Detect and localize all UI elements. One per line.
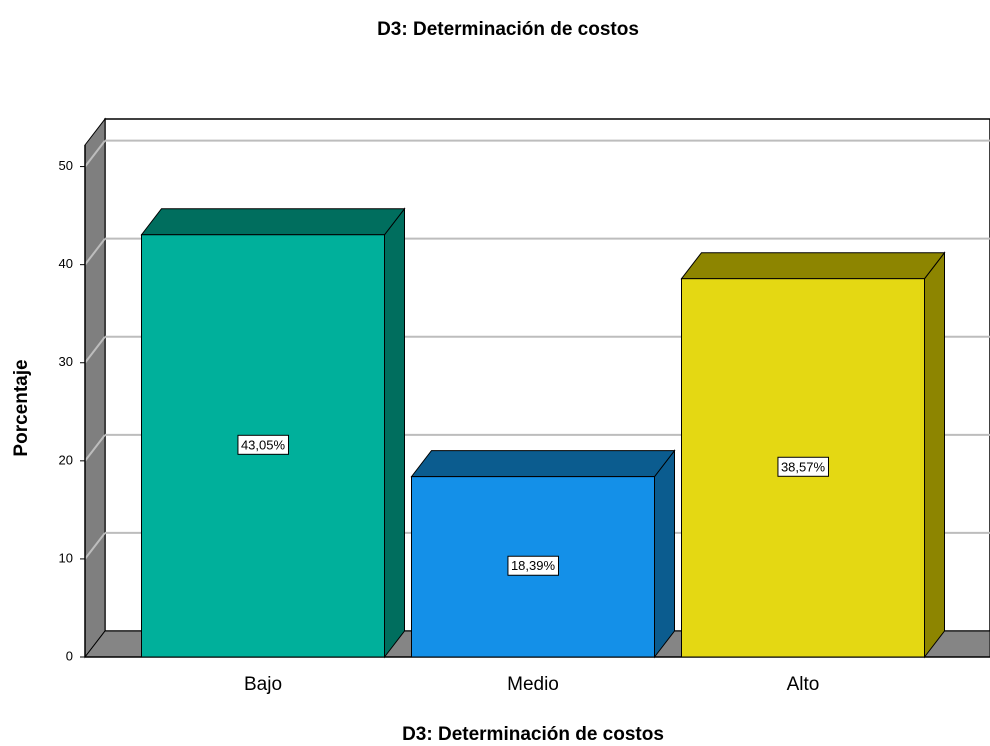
x-tick-label: Alto (787, 674, 820, 695)
bar-top (680, 252, 946, 280)
value-label: 43,05% (241, 437, 286, 452)
value-label-box (237, 434, 289, 455)
x-axis-label: D3: Determinación de costos (402, 724, 664, 745)
grid-line (84, 139, 106, 168)
bar-side (654, 449, 675, 659)
value-label: 38,57% (781, 459, 826, 474)
bar-side (384, 207, 405, 659)
y-tick-label: 20 (59, 452, 73, 467)
y-axis-label: Porcentaje (11, 359, 32, 456)
y-tick-label: 40 (59, 256, 73, 271)
value-label-box (777, 456, 829, 477)
x-tick-label: Medio (507, 674, 559, 695)
grid-line (84, 532, 106, 560)
grid-line (84, 336, 106, 364)
bar-top (410, 450, 676, 478)
y-tick-label: 50 (59, 158, 73, 173)
grid-line (84, 238, 106, 266)
left-wall (84, 117, 106, 659)
value-label-box (507, 555, 559, 576)
chart-title: D3: Determinación de costos (377, 19, 639, 40)
y-tick-label: 0 (66, 648, 73, 663)
grid-line (84, 434, 106, 462)
value-label: 18,39% (511, 558, 556, 573)
bar-side (924, 251, 945, 659)
bar-top (140, 208, 406, 236)
y-tick-label: 10 (59, 550, 73, 565)
y-tick-label: 30 (59, 354, 73, 369)
x-tick-label: Bajo (244, 674, 282, 695)
